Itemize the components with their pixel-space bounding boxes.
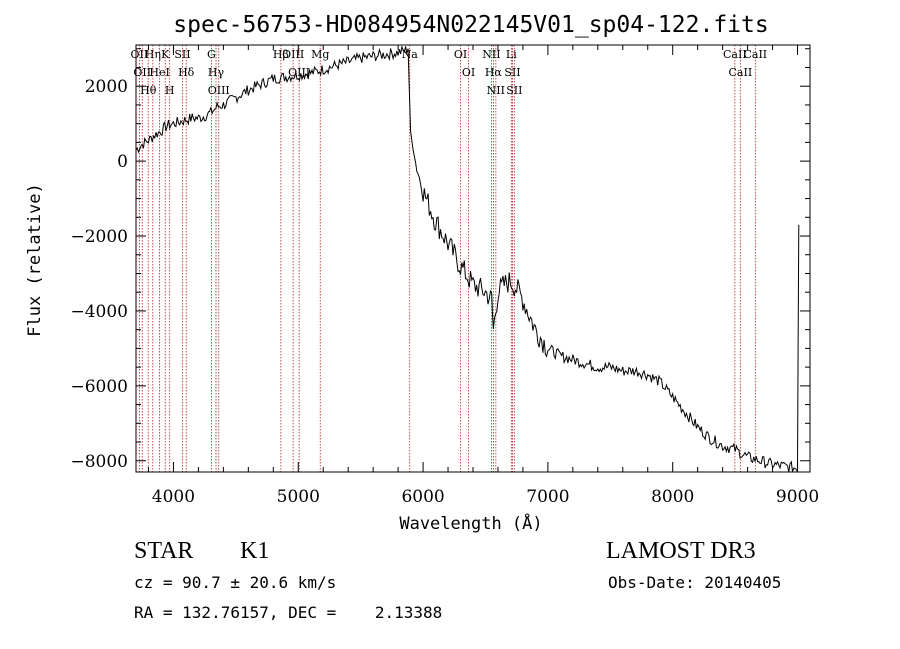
object-class: STAR — [134, 538, 194, 564]
x-axis-label: Wavelength (Å) — [399, 512, 542, 534]
line-marker-label: OI — [454, 48, 467, 61]
ra-dec-coordinates: RA = 132.76157, DEC = 2.13388 — [134, 603, 443, 622]
line-marker-label: Hη — [145, 48, 161, 61]
observation-date: Obs-Date: 20140405 — [608, 573, 782, 592]
line-marker-label: Mg — [311, 48, 329, 61]
line-marker-label: Hδ — [178, 66, 195, 79]
line-marker-label: OII — [133, 66, 151, 79]
x-tick-label: 8000 — [651, 487, 694, 507]
y-tick-label: 2000 — [85, 77, 128, 97]
spectrum-line — [135, 44, 800, 473]
line-marker-label: OIII — [208, 84, 230, 97]
line-marker-label: NII — [487, 84, 505, 97]
line-marker-label: CaII — [743, 48, 767, 61]
y-axis: 2000 0 −2000 −4000 −6000 −8000 — [70, 48, 810, 472]
survey-name: LAMOST DR3 — [606, 538, 756, 564]
chart-title: spec-56753-HD084954N022145V01_sp04-122.f… — [173, 12, 768, 38]
line-marker-label: NII — [482, 48, 500, 61]
line-marker-label: OII — [131, 48, 149, 61]
spectrum-series — [135, 44, 800, 473]
y-tick-label: 0 — [117, 152, 128, 172]
line-marker-label: Hβ — [273, 48, 289, 61]
redshift-velocity: cz = 90.7 ± 20.6 km/s — [134, 573, 337, 592]
x-axis: 4000 5000 6000 7000 8000 9000 — [147, 45, 819, 507]
line-marker-label: SII — [504, 66, 520, 79]
x-tick-label: 4000 — [152, 487, 195, 507]
line-marker-label: HeI — [149, 66, 169, 79]
line-marker-label: CaII — [723, 48, 747, 61]
line-marker-label: SII — [174, 48, 190, 61]
line-marker-label: CaII — [729, 66, 753, 79]
plot-frame — [135, 44, 811, 473]
line-marker-label: OIII — [282, 48, 304, 61]
line-marker-label: Li — [506, 48, 517, 61]
x-tick-label: 6000 — [401, 487, 444, 507]
y-tick-label: −4000 — [70, 302, 128, 322]
y-tick-label: −6000 — [70, 377, 128, 397]
x-tick-label: 7000 — [526, 487, 569, 507]
y-tick-label: −8000 — [70, 452, 128, 472]
line-marker-label: Hθ — [140, 84, 157, 97]
line-marker-label: H — [165, 84, 175, 97]
line-marker-label: SII — [506, 84, 522, 97]
line-marker-label: Na — [402, 48, 419, 61]
line-marker-label: K — [161, 48, 170, 61]
line-marker-label: OIII — [288, 66, 310, 79]
object-subclass: K1 — [240, 538, 270, 564]
y-tick-label: −2000 — [70, 227, 128, 247]
line-markers — [138, 45, 756, 472]
line-marker-label: G — [207, 48, 216, 61]
line-marker-label: Hα — [485, 66, 503, 79]
line-marker-label: OI — [462, 66, 475, 79]
y-axis-label: Flux (relative) — [25, 183, 45, 337]
x-tick-label: 5000 — [277, 487, 320, 507]
x-tick-label: 9000 — [776, 487, 819, 507]
line-marker-label: Hγ — [208, 66, 225, 79]
